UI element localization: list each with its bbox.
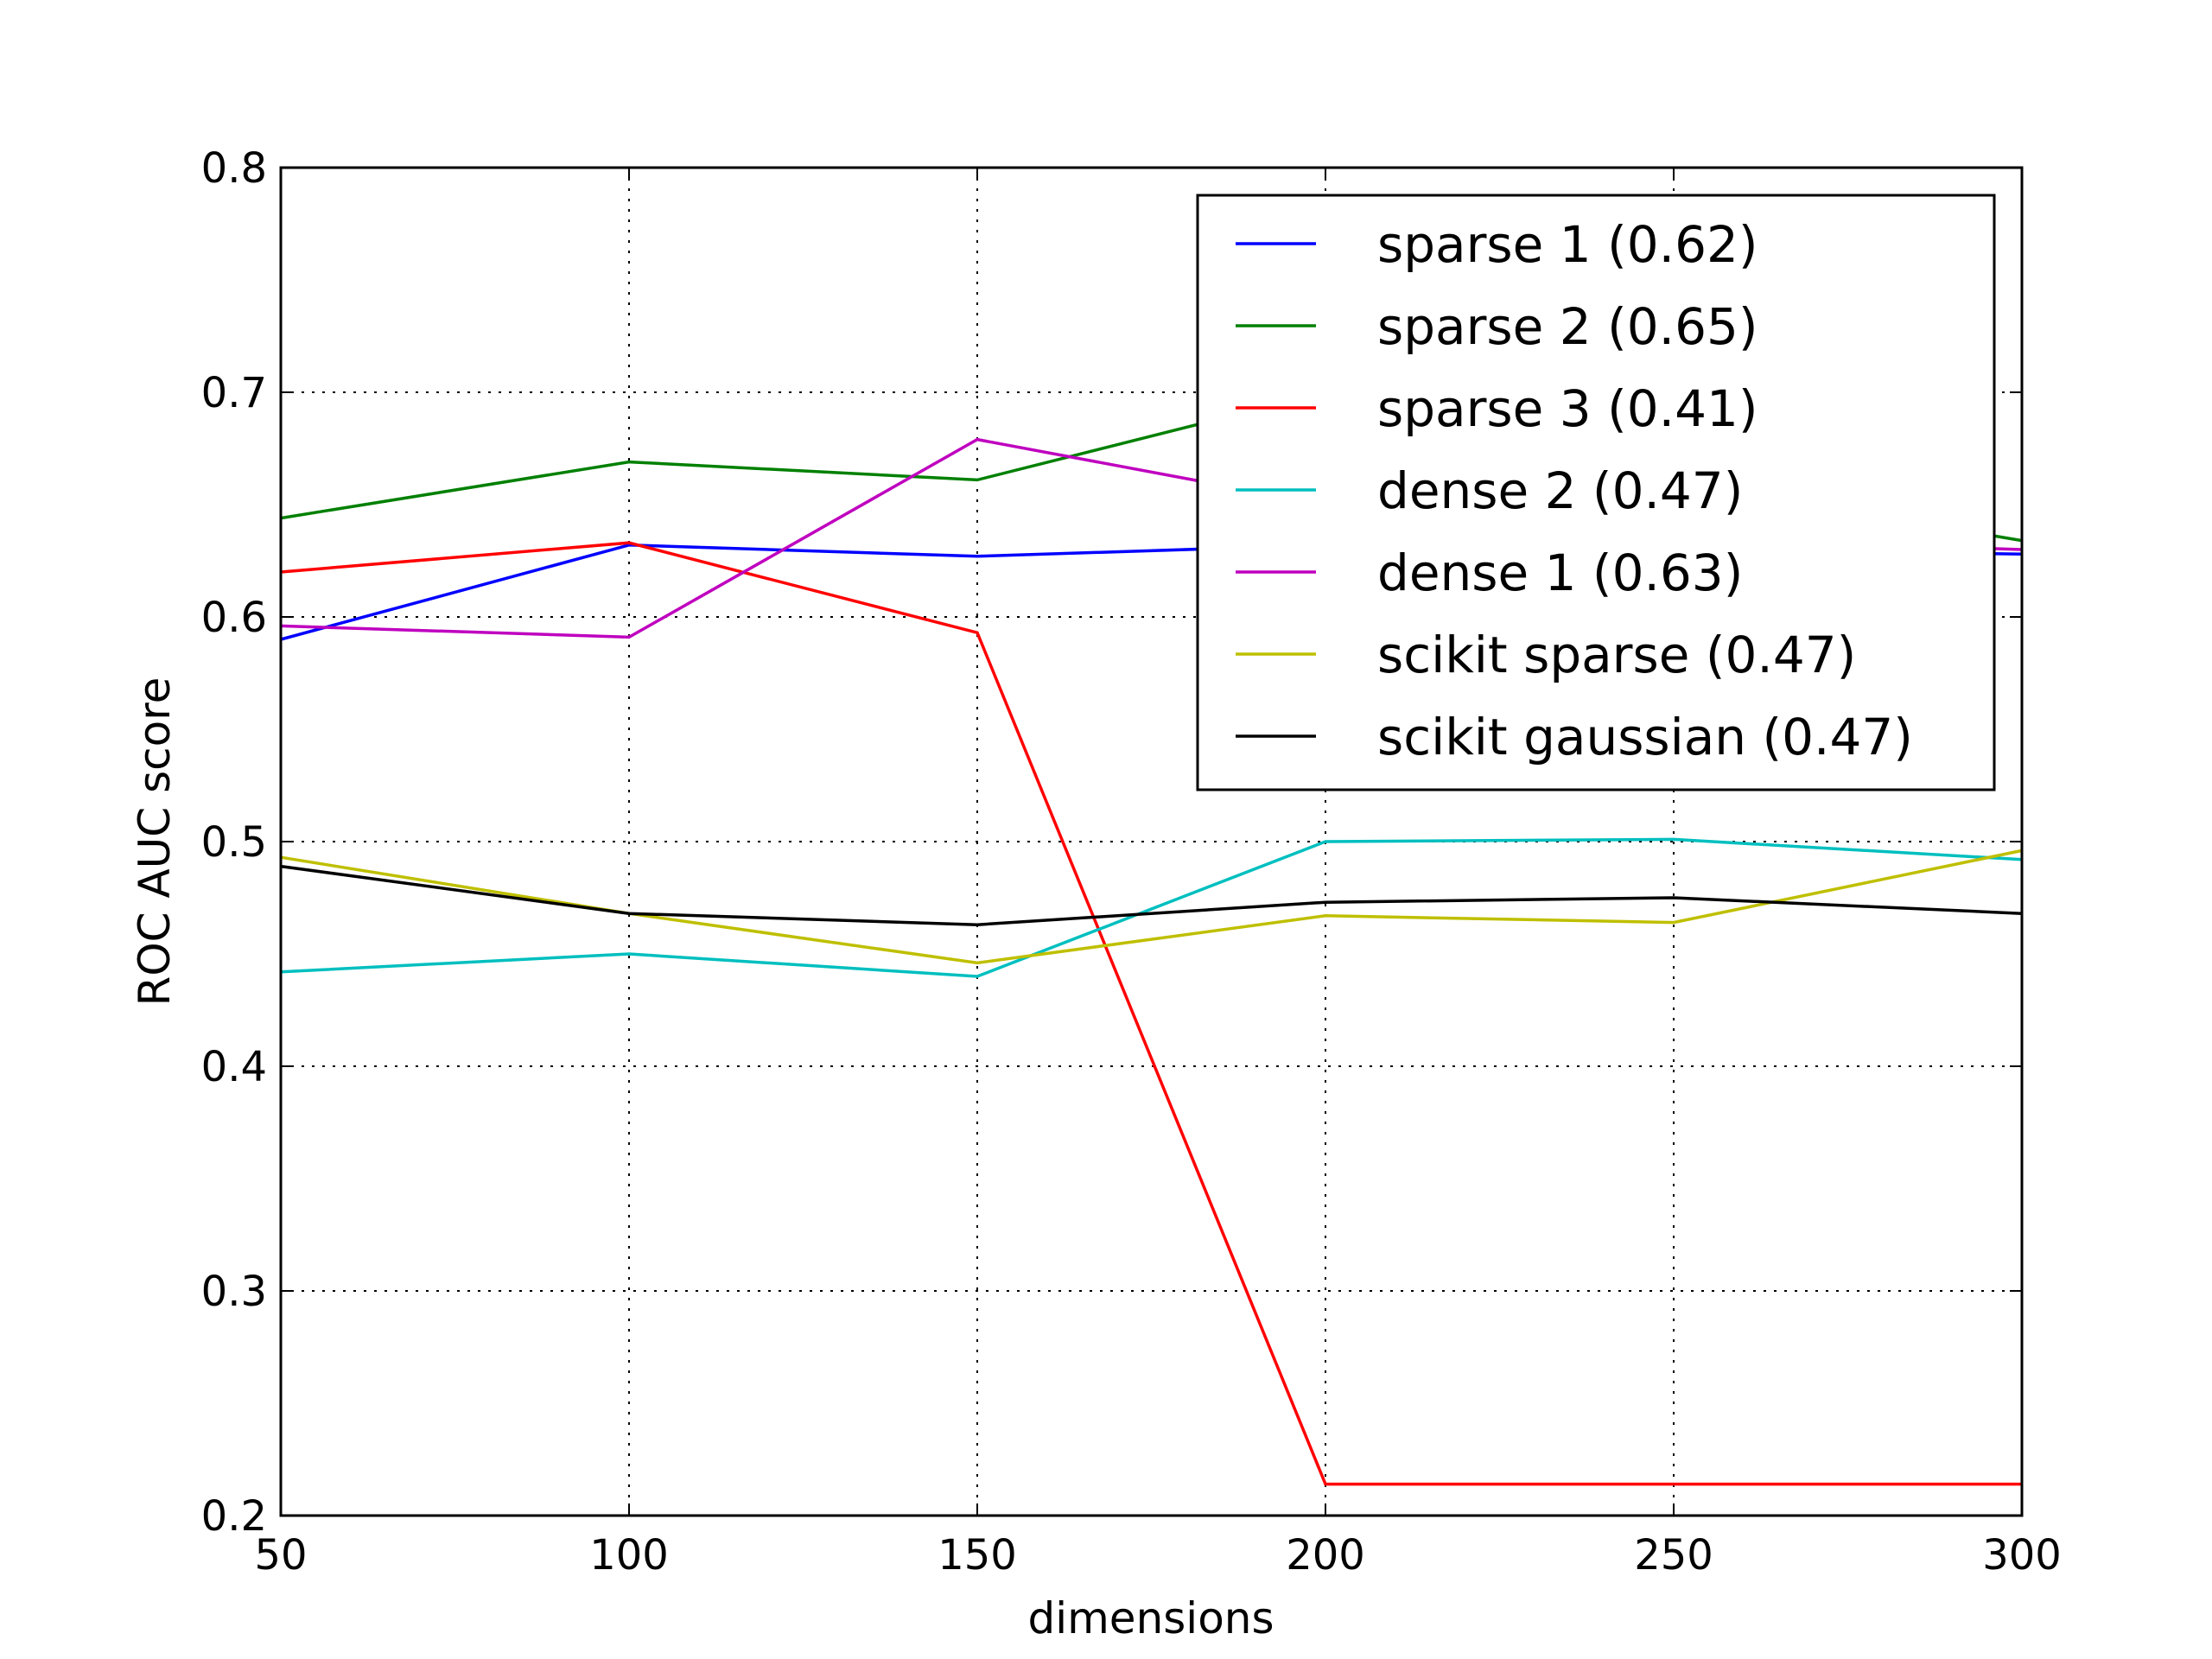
x-tick-label: 200 bbox=[1286, 1531, 1365, 1580]
series-line bbox=[280, 541, 2022, 1486]
y-tick-label: 0.2 bbox=[201, 1492, 267, 1541]
y-tick-label: 0.7 bbox=[201, 369, 267, 417]
legend-label: scikit sparse (0.47) bbox=[1377, 626, 1856, 684]
x-axis-title: dimensions bbox=[1027, 1593, 1274, 1643]
legend: sparse 1 (0.62) sparse 2 (0.65) sparse 3 (… bbox=[1196, 194, 1996, 791]
series-line bbox=[280, 837, 2023, 978]
legend-label: dense 1 (0.63) bbox=[1377, 543, 1743, 602]
x-tick-label: 50 bbox=[254, 1531, 307, 1580]
y-tick-label: 0.6 bbox=[201, 594, 267, 642]
y-tick-label: 0.4 bbox=[201, 1043, 267, 1091]
legend-label: dense 2 (0.47) bbox=[1377, 461, 1743, 520]
y-tick-label: 0.8 bbox=[201, 144, 267, 193]
x-tick-label: 300 bbox=[1982, 1531, 2062, 1580]
axis-ticks: 50 100 150 200 250 300 0.2 0.3 0.4 0.5 0.6 0.7 0.8 bbox=[201, 144, 2062, 1580]
x-tick-label: 250 bbox=[1634, 1531, 1713, 1580]
legend-box bbox=[1196, 194, 1996, 791]
legend-label: scikit gaussian (0.47) bbox=[1377, 708, 1913, 766]
legend-label: sparse 1 (0.62) bbox=[1377, 215, 1758, 274]
series-line bbox=[280, 864, 2023, 926]
legend-label: sparse 3 (0.41) bbox=[1377, 379, 1758, 438]
x-tick-label: 150 bbox=[938, 1531, 1017, 1580]
y-tick-label: 0.3 bbox=[201, 1268, 267, 1316]
y-axis-title: ROC AUC score bbox=[130, 677, 180, 1007]
legend-label: sparse 2 (0.65) bbox=[1377, 297, 1758, 356]
y-tick-label: 0.5 bbox=[201, 818, 267, 867]
x-tick-label: 100 bbox=[589, 1531, 669, 1580]
